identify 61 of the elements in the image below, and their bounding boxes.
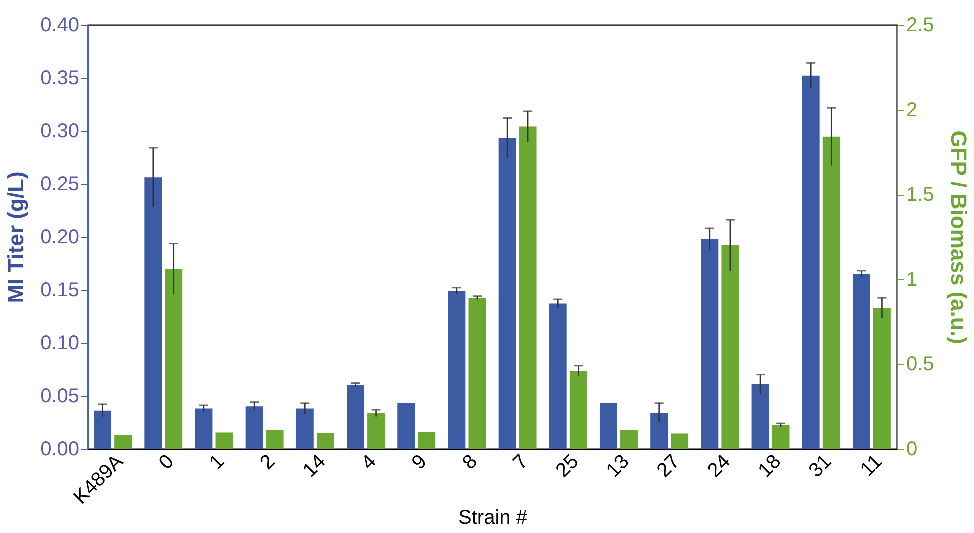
y-tick-label: 0.25 <box>40 174 80 196</box>
y-tick-label: 0.10 <box>40 332 80 354</box>
y-tick-label: 0.15 <box>40 280 80 302</box>
x-tick-label: 8 <box>458 450 482 474</box>
bar <box>701 239 719 449</box>
bar <box>822 136 840 449</box>
bar <box>114 435 132 449</box>
x-tick-label: 1 <box>206 450 230 474</box>
bar <box>94 410 112 449</box>
bar <box>448 291 466 449</box>
bar <box>216 432 234 449</box>
y-tick-label: 0.40 <box>40 14 80 36</box>
bar <box>802 76 820 449</box>
y-tick-label: 0.00 <box>40 438 80 460</box>
y2-tick-label: 2.5 <box>906 14 934 36</box>
bar <box>498 138 516 449</box>
x-axis-title: Strain # <box>458 507 528 530</box>
bar <box>195 408 213 449</box>
bar <box>600 403 618 449</box>
y2-axis-title: GFP / Biomass (a.u.) <box>946 130 972 344</box>
y2-tick-label: 1 <box>906 268 918 291</box>
x-tick-label: 4 <box>357 450 381 474</box>
x-tick-label: 2 <box>256 450 280 474</box>
bar <box>165 269 183 449</box>
bar <box>368 413 385 449</box>
y-tick-label: 0.05 <box>40 386 80 408</box>
x-tick-label: 11 <box>856 450 887 482</box>
bar <box>316 433 334 449</box>
bar <box>570 370 588 449</box>
x-tick-label: 25 <box>552 450 584 482</box>
bar <box>266 430 284 449</box>
bar <box>144 178 162 449</box>
y2-tick-label: 1.5 <box>906 184 934 206</box>
bar <box>246 406 264 449</box>
y-tick-label: 0.30 <box>40 120 80 142</box>
y2-tick-label: 2 <box>906 99 918 122</box>
y2-tick-label: 0.5 <box>906 354 934 376</box>
x-tick-label: 14 <box>298 450 330 482</box>
x-tick-label: 31 <box>804 450 836 482</box>
bar <box>650 412 668 449</box>
bar <box>722 245 740 449</box>
bar <box>671 434 689 449</box>
bar <box>873 308 891 449</box>
bar <box>549 304 567 449</box>
bar <box>752 384 770 449</box>
x-tick-label: 0 <box>155 450 178 474</box>
bar <box>620 430 638 449</box>
bar <box>296 408 314 449</box>
x-tick-label: 18 <box>754 450 786 482</box>
bar <box>852 274 870 449</box>
bar <box>398 403 416 449</box>
x-tick-label: 27 <box>653 450 684 482</box>
x-tick-label: 13 <box>602 450 634 482</box>
x-tick-label: 7 <box>509 450 533 474</box>
x-tick-label: 24 <box>704 450 736 482</box>
bar <box>519 126 537 449</box>
y-tick-label: 0.20 <box>40 226 80 248</box>
y-tick-label: 0.35 <box>40 68 80 90</box>
bar <box>418 432 436 449</box>
x-tick-label: 9 <box>408 450 432 474</box>
y-axis-title: MI Titer (g/L) <box>4 172 29 304</box>
